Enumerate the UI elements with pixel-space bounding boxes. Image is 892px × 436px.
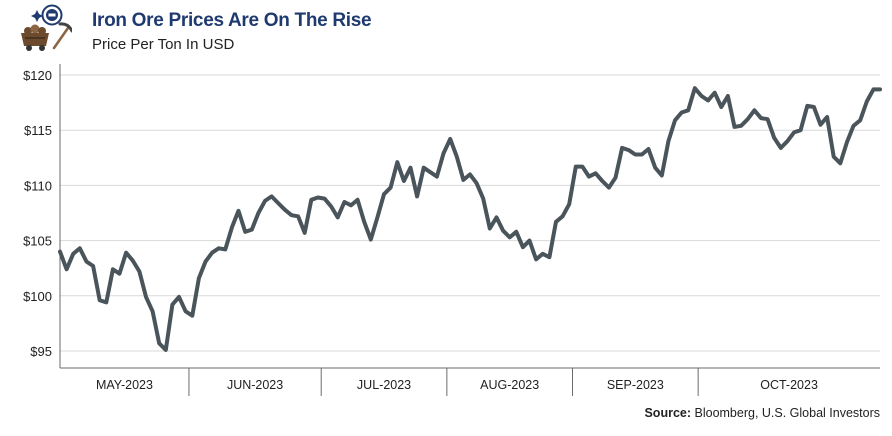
x-axis: MAY-2023 JUN-2023 JUL-2023 AUG-2023 SEP-2023…: [59, 64, 880, 396]
x-tick-label: JUL-2023: [357, 378, 411, 392]
chart-subtitle: Price Per Ton In USD: [92, 36, 235, 53]
x-tick-label: MAY-2023: [96, 378, 153, 392]
chart-gridlines: [60, 74, 880, 352]
x-tick-label: SEP-2023: [607, 378, 664, 392]
source-note: Source: Bloomberg, U.S. Global Investors: [644, 406, 880, 420]
x-tick-label: JUN-2023: [227, 378, 283, 392]
mine-cart-icon: [21, 4, 72, 51]
iron-ore-badge-icon: [41, 4, 63, 26]
source-label: Source:: [644, 406, 692, 420]
y-tick-label: $100: [23, 289, 52, 304]
x-tick-label: AUG-2023: [480, 378, 539, 392]
chart-title: Iron Ore Prices Are On The Rise: [92, 10, 372, 31]
iron-ore-line-chart: $95 $100 $105 $110 $115 $120 MAY-2023 JUN-2023…: [23, 64, 882, 396]
chart-header: Iron Ore Prices Are On The Rise Price Pe…: [18, 4, 878, 54]
price-series-line: [58, 86, 882, 352]
y-tick-label: $115: [24, 123, 52, 138]
source-text: Bloomberg, U.S. Global Investors: [694, 406, 881, 420]
y-tick-label: $95: [30, 344, 52, 359]
x-tick-label: OCT-2023: [760, 378, 818, 392]
y-tick-label: $110: [24, 178, 52, 193]
y-tick-label: $105: [23, 234, 52, 249]
chart-series: [58, 86, 882, 352]
y-tick-label: $120: [23, 68, 52, 83]
y-axis-tick-labels: $95 $100 $105 $110 $115 $120: [23, 68, 52, 359]
pickaxe-icon: [52, 22, 72, 50]
